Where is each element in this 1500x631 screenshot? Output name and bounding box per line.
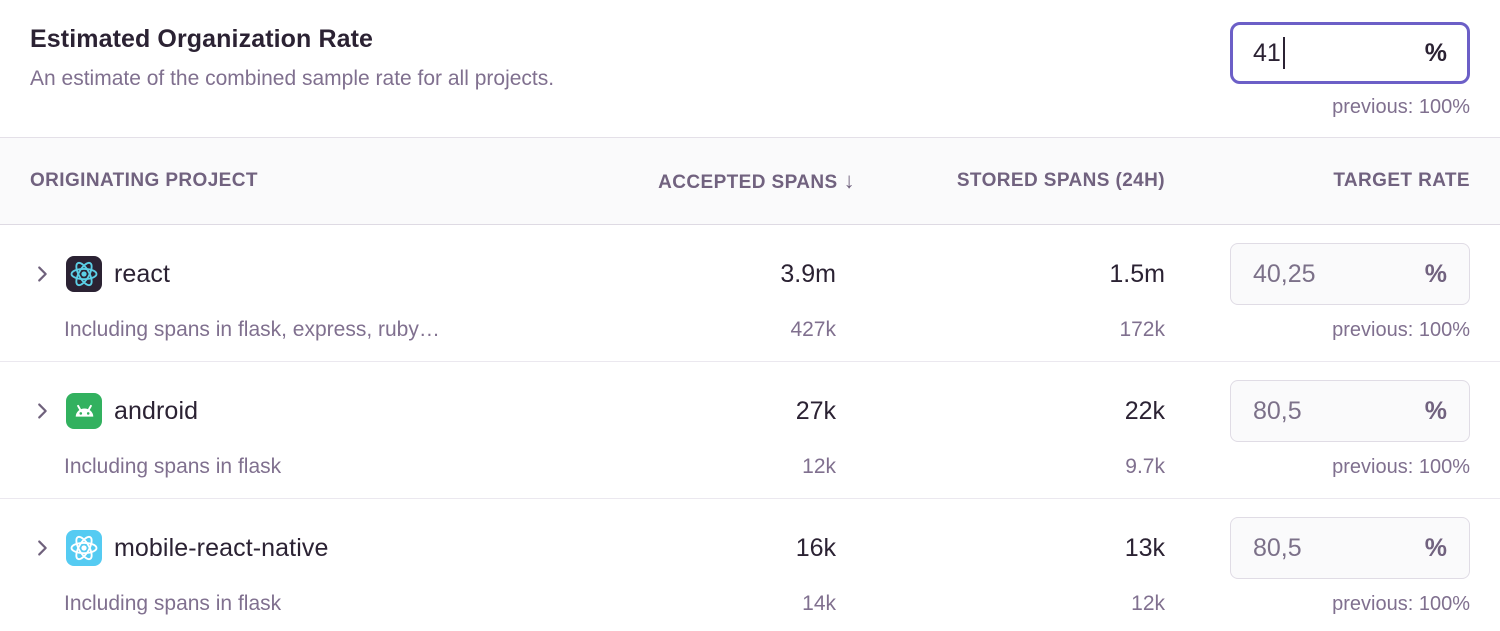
column-header-originating-project[interactable]: Originating Project bbox=[30, 170, 258, 191]
accepted-spans-value: 3.9m bbox=[780, 259, 836, 288]
project-platform-icon bbox=[66, 530, 102, 566]
stored-spans-cell: 22k 9.7k bbox=[855, 380, 1165, 479]
expand-row-button[interactable] bbox=[30, 399, 54, 423]
accepted-spans-cell: 16k 14k bbox=[555, 517, 855, 616]
stored-spans-value: 13k bbox=[1124, 533, 1165, 562]
react-logo-icon bbox=[70, 261, 98, 287]
project-subtext: Including spans in flask bbox=[64, 592, 282, 615]
target-rate-value: 40,25 bbox=[1253, 259, 1316, 288]
project-name[interactable]: android bbox=[114, 396, 199, 425]
project-platform-icon bbox=[66, 393, 102, 429]
column-header-target-rate[interactable]: Target Rate bbox=[1333, 170, 1470, 191]
org-rate-previous: previous: 100% bbox=[1332, 96, 1470, 118]
project-cell: react Including spans in flask, express,… bbox=[30, 243, 555, 342]
project-platform-icon bbox=[66, 256, 102, 292]
accepted-spans-value: 16k bbox=[795, 533, 836, 562]
android-logo-icon bbox=[75, 404, 93, 417]
accepted-spans-value: 27k bbox=[795, 396, 836, 425]
org-rate-value: 41 bbox=[1253, 37, 1285, 69]
stored-spans-cell: 1.5m 172k bbox=[855, 243, 1165, 342]
org-rate-input[interactable]: 41 % bbox=[1230, 22, 1470, 84]
stored-spans-value: 22k bbox=[1124, 396, 1165, 425]
sort-descending-icon: ↓ bbox=[843, 168, 855, 193]
chevron-right-icon bbox=[31, 400, 53, 422]
target-rate-cell: 40,25 % previous: 100% bbox=[1165, 243, 1470, 342]
project-subtext: Including spans in flask bbox=[64, 455, 282, 478]
react-logo-icon bbox=[70, 535, 98, 561]
percent-suffix: % bbox=[1424, 533, 1447, 562]
stored-spans-subvalue: 9.7k bbox=[1125, 455, 1165, 478]
project-name[interactable]: mobile-react-native bbox=[114, 533, 329, 562]
target-rate-previous: previous: 100% bbox=[1332, 455, 1470, 478]
stored-spans-subvalue: 12k bbox=[1131, 592, 1165, 615]
table-row: mobile-react-native Including spans in f… bbox=[0, 499, 1500, 631]
project-cell: android Including spans in flask bbox=[30, 380, 555, 479]
target-rate-value: 80,5 bbox=[1253, 396, 1302, 425]
accepted-spans-subvalue: 14k bbox=[802, 592, 836, 615]
stored-spans-subvalue: 172k bbox=[1119, 318, 1165, 341]
stored-spans-cell: 13k 12k bbox=[855, 517, 1165, 616]
column-header-accepted-spans[interactable]: Accepted Spans ↓ bbox=[658, 168, 855, 193]
stored-spans-value: 1.5m bbox=[1109, 259, 1165, 288]
expand-row-button[interactable] bbox=[30, 536, 54, 560]
project-rows: react Including spans in flask, express,… bbox=[0, 225, 1500, 631]
target-rate-cell: 80,5 % previous: 100% bbox=[1165, 380, 1470, 479]
column-header-stored-spans[interactable]: Stored Spans (24h) bbox=[956, 170, 1165, 191]
accepted-spans-subvalue: 427k bbox=[790, 318, 836, 341]
project-cell: mobile-react-native Including spans in f… bbox=[30, 517, 555, 616]
percent-suffix: % bbox=[1424, 38, 1447, 67]
page-title: Estimated Organization Rate bbox=[30, 25, 374, 53]
org-rate-section: 41 % previous: 100% bbox=[1230, 22, 1470, 119]
project-subtext: Including spans in flask, express, ruby… bbox=[64, 318, 440, 341]
target-rate-input[interactable]: 40,25 % bbox=[1230, 243, 1470, 305]
accepted-spans-subvalue: 12k bbox=[802, 455, 836, 478]
table-header-row: Originating Project Accepted Spans ↓ Stor… bbox=[0, 137, 1500, 225]
table-row: android Including spans in flask 27k 12k… bbox=[0, 362, 1500, 499]
table-row: react Including spans in flask, express,… bbox=[0, 225, 1500, 362]
expand-row-button[interactable] bbox=[30, 262, 54, 286]
estimated-org-rate-panel: Estimated Organization Rate An estimate … bbox=[0, 0, 1500, 137]
text-caret bbox=[1282, 37, 1285, 69]
target-rate-previous: previous: 100% bbox=[1332, 318, 1470, 341]
percent-suffix: % bbox=[1424, 259, 1447, 288]
panel-description: An estimate of the combined sample rate … bbox=[30, 67, 555, 90]
target-rate-value: 80,5 bbox=[1253, 533, 1302, 562]
percent-suffix: % bbox=[1424, 396, 1447, 425]
target-rate-cell: 80,5 % previous: 100% bbox=[1165, 517, 1470, 616]
target-rate-input[interactable]: 80,5 % bbox=[1230, 517, 1470, 579]
target-rate-input[interactable]: 80,5 % bbox=[1230, 380, 1470, 442]
accepted-spans-cell: 3.9m 427k bbox=[555, 243, 855, 342]
chevron-right-icon bbox=[31, 263, 53, 285]
chevron-right-icon bbox=[31, 537, 53, 559]
target-rate-previous: previous: 100% bbox=[1332, 592, 1470, 615]
project-name[interactable]: react bbox=[114, 259, 171, 288]
accepted-spans-cell: 27k 12k bbox=[555, 380, 855, 479]
